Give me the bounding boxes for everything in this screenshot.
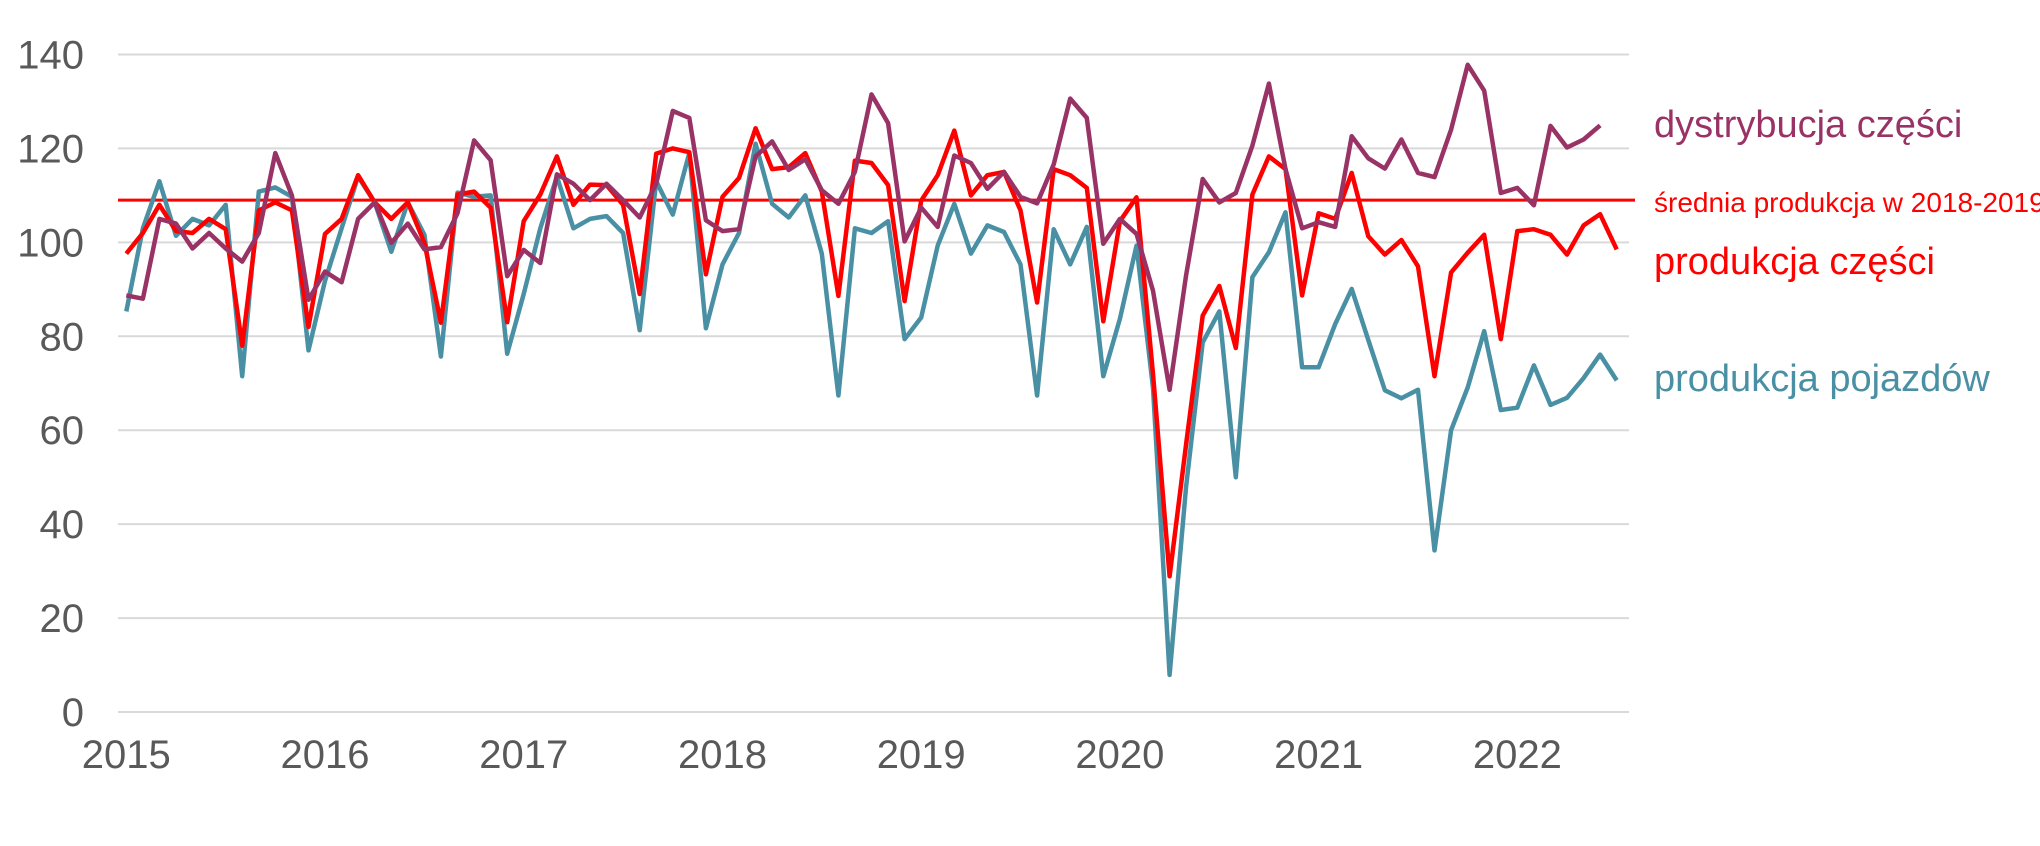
x-tick-label: 2020 (1075, 733, 1164, 777)
gridlines (118, 53, 1629, 713)
y-tick-label: 80 (40, 315, 85, 359)
y-tick-label: 120 (17, 127, 84, 171)
y-tick-label: 40 (40, 503, 85, 547)
y-tick-label: 20 (40, 597, 85, 641)
y-tick-label: 140 (17, 34, 84, 78)
series-line-produkcja-pojazdów (124, 141, 1619, 678)
x-tick-label: 2019 (877, 733, 966, 777)
x-tick-label: 2015 (82, 733, 171, 777)
label-dystrybucja-czesci: dystrybucja części (1654, 104, 1962, 146)
y-tick-label: 60 (40, 409, 85, 453)
x-tick-label: 2017 (479, 733, 568, 777)
series-lines (124, 62, 1619, 678)
label-produkcja-czesci: produkcja części (1654, 241, 1935, 283)
x-tick-label: 2018 (678, 733, 767, 777)
x-tick-label: 2021 (1274, 733, 1363, 777)
label-produkcja-pojazdow: produkcja pojazdów (1654, 358, 1990, 400)
y-tick-label: 100 (17, 221, 84, 265)
label-reference-line: średnia produkcja w 2018-2019 (1654, 187, 2040, 218)
y-axis-ticks: 0 20 40 60 80 100 120 140 (17, 34, 84, 736)
x-tick-label: 2022 (1473, 733, 1562, 777)
series-line-produkcja-części (124, 125, 1619, 579)
x-axis-ticks: 2015 2016 2017 2018 2019 2020 2021 2022 (82, 733, 1562, 777)
y-tick-label: 0 (62, 691, 84, 735)
series-line-dystrybucja-części (125, 62, 1602, 393)
x-tick-label: 2016 (281, 733, 370, 777)
